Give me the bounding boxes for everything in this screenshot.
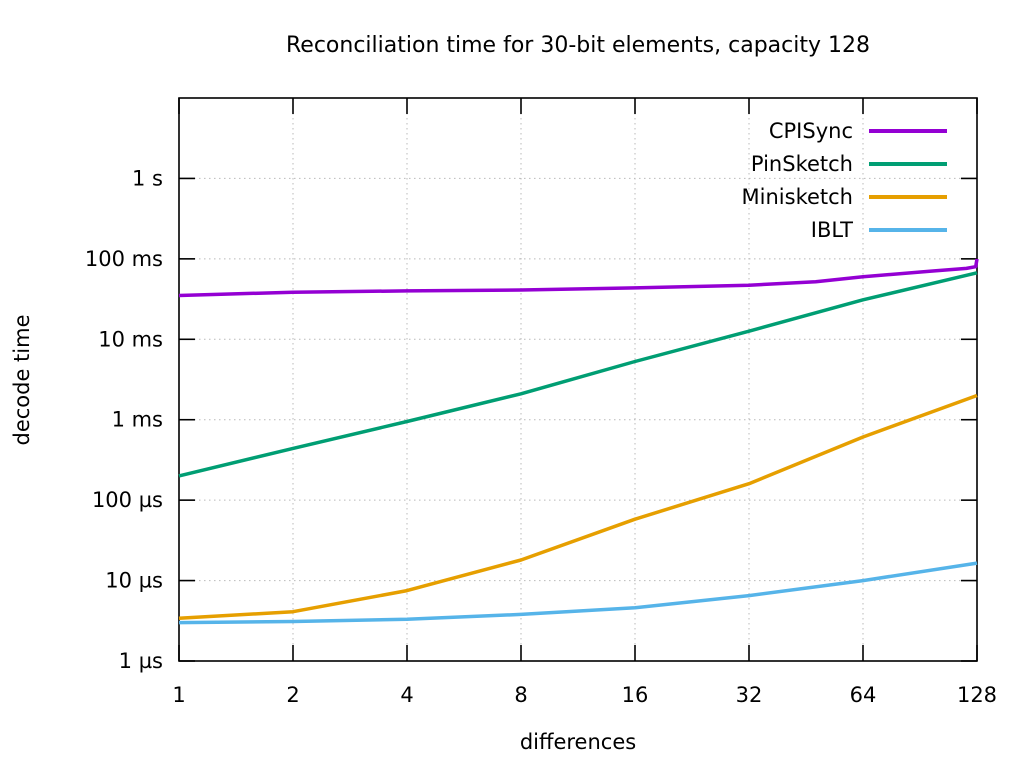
y-tick-label-10-ms: 10 ms [98,327,163,351]
y-tick-label-100-ms: 100 ms [85,247,163,271]
series-line-iblt [178,561,978,625]
y-tick-label-10-s: 10 µs [105,569,163,593]
x-axis-title: differences [519,730,637,754]
chart-title: Reconciliation time for 30-bit elements,… [286,33,870,58]
legend-label-iblt: IBLT [811,218,853,242]
x-tick-label-128: 128 [957,683,997,707]
x-tick-label-8: 8 [514,683,527,707]
legend-label-pinsketch: PinSketch [751,152,853,176]
legend-label-minisketch: Minisketch [742,185,853,209]
series-line-cpisync [178,258,979,298]
x-tick-label-1: 1 [172,683,185,707]
x-tick-label-4: 4 [400,683,413,707]
legend-label-cpisync: CPISync [769,119,853,143]
x-tick-label-64: 64 [850,683,877,707]
series-line-minisketch [178,393,978,621]
series-line-pinsketch [178,271,978,478]
plot-border [178,97,978,662]
y-tick-label-1-ms: 1 ms [112,408,163,432]
x-tick-label-16: 16 [622,683,649,707]
x-tick-label-32: 32 [736,683,763,707]
y-tick-label-1-s: 1 s [132,166,163,190]
y-tick-label-100-s: 100 µs [92,488,163,512]
y-tick-label-1-s: 1 µs [119,649,163,673]
x-tick-label-2: 2 [286,683,299,707]
